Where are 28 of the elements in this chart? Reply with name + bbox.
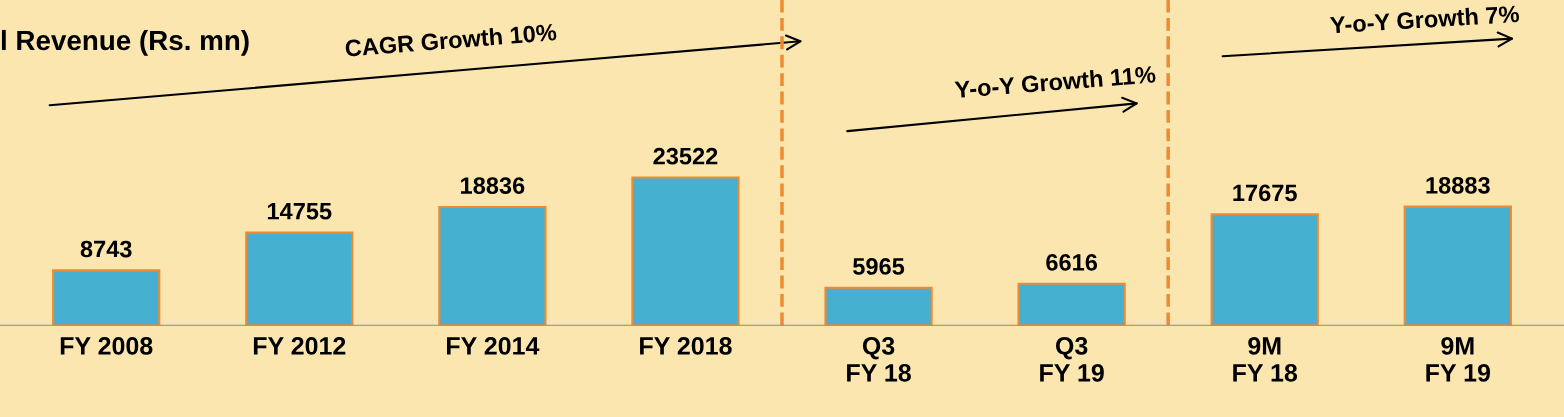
- x-tick-label: FY 2008: [60, 337, 153, 355]
- bar: [1017, 282, 1126, 326]
- data-label: 14755: [267, 203, 332, 220]
- text: CAGR Growth 10%: [345, 22, 557, 57]
- chart-title: l Revenue (Rs. mn): [1, 29, 249, 56]
- x-tick-label: FY 2014: [447, 337, 540, 355]
- bar: [245, 231, 354, 326]
- x-tick-label: Q3 FY 19: [1040, 337, 1104, 382]
- data-label: 6616: [1046, 253, 1098, 271]
- bar: [824, 286, 933, 326]
- x-tick-label: 9M FY 19: [1426, 337, 1491, 382]
- data-label: 17675: [1233, 184, 1297, 202]
- x-tick-label: Q3 FY 18: [847, 337, 911, 382]
- data-label: 23522: [653, 147, 718, 165]
- data-label: 8743: [80, 240, 132, 258]
- bar: [631, 176, 740, 326]
- x-tick-label: 9M FY 18: [1233, 337, 1298, 382]
- data-label: 5965: [853, 258, 905, 275]
- data-label: 18836: [461, 177, 525, 194]
- bar: [438, 205, 547, 326]
- x-tick-label: FY 2012: [253, 337, 346, 355]
- text: Y-o-Y Growth 11%: [954, 65, 1156, 99]
- bar: [52, 269, 161, 326]
- text: Y-o-Y Growth 7%: [1329, 4, 1520, 34]
- data-label: 18883: [1426, 176, 1490, 194]
- bar: [1210, 213, 1319, 326]
- x-tick-label: FY 2018: [640, 337, 732, 355]
- bar: [1403, 205, 1512, 326]
